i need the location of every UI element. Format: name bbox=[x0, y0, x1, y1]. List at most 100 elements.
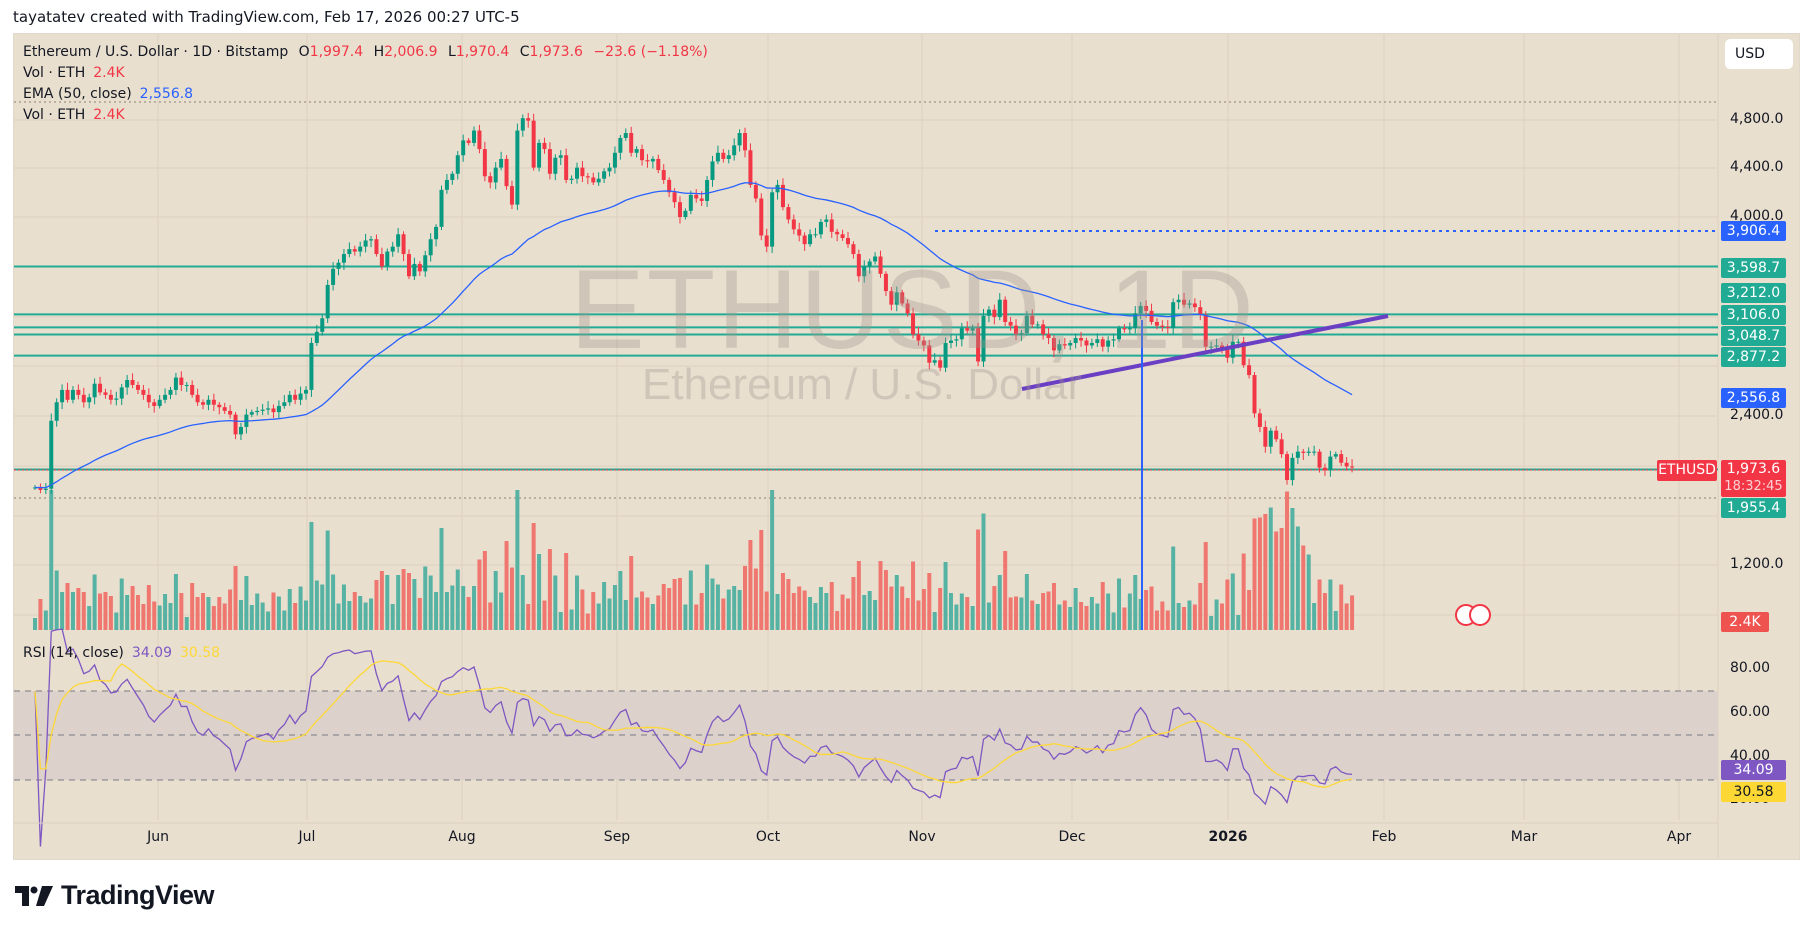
candle-body bbox=[472, 130, 477, 143]
volume-bar bbox=[1089, 597, 1094, 630]
volume-bar bbox=[645, 597, 650, 630]
candle-body bbox=[320, 318, 325, 332]
candle-body bbox=[87, 397, 92, 403]
candle-body bbox=[1263, 426, 1268, 447]
candle-body bbox=[553, 157, 558, 174]
volume-bar bbox=[341, 584, 346, 630]
candle-body bbox=[287, 394, 292, 403]
candle-body bbox=[238, 426, 243, 435]
symbol-legend[interactable]: Ethereum / U.S. Dollar · 1D · Bitstamp O… bbox=[23, 44, 708, 60]
volume-bar bbox=[1209, 616, 1214, 630]
candle-body bbox=[504, 158, 509, 187]
candle-body bbox=[1014, 325, 1019, 335]
volume-bar bbox=[385, 575, 390, 630]
candle-body bbox=[1236, 341, 1241, 343]
volume-bar bbox=[683, 604, 688, 630]
candle-body bbox=[179, 377, 184, 385]
volume-bar bbox=[244, 576, 249, 630]
candle-body bbox=[233, 414, 238, 435]
candle-body bbox=[650, 158, 655, 162]
candle-body bbox=[889, 291, 894, 305]
candle-body bbox=[1057, 344, 1062, 351]
candle-body bbox=[157, 399, 162, 406]
candle-body bbox=[293, 394, 298, 400]
candle-body bbox=[970, 328, 975, 331]
volume-bar bbox=[396, 575, 401, 630]
volume-bar bbox=[228, 589, 233, 630]
price-tick: 1,200.0 bbox=[1730, 556, 1784, 572]
volume-bar bbox=[352, 592, 357, 630]
price-level-tag: 1,955.4 bbox=[1721, 498, 1786, 518]
volume-bar bbox=[249, 605, 254, 630]
volume-bar bbox=[938, 588, 943, 630]
candle-body bbox=[390, 246, 395, 252]
ema-legend[interactable]: EMA (50, close) 2,556.8 bbox=[23, 86, 193, 102]
price-level-tag: 2,556.8 bbox=[1721, 388, 1786, 408]
candle-body bbox=[1008, 321, 1013, 326]
candle-body bbox=[1339, 454, 1344, 463]
candle-body bbox=[206, 399, 211, 405]
volume-bar bbox=[1301, 545, 1306, 630]
candle-body bbox=[130, 380, 135, 385]
volume-bar bbox=[488, 602, 493, 630]
currency-button[interactable]: USD bbox=[1725, 39, 1793, 69]
volume-bar bbox=[255, 593, 260, 630]
candle-body bbox=[791, 219, 796, 230]
watermark-ticker: ETHUSD, 1D bbox=[570, 247, 1256, 372]
volume-bar bbox=[710, 578, 715, 630]
candle-body bbox=[70, 389, 75, 400]
time-tick: Sep bbox=[603, 829, 631, 845]
volume-bar bbox=[146, 585, 151, 630]
volume-bar bbox=[1051, 583, 1056, 630]
candle-body bbox=[867, 261, 872, 267]
volume-bar bbox=[520, 575, 525, 630]
candle-body bbox=[201, 402, 206, 405]
volume-bar bbox=[894, 575, 899, 630]
rsi-value: 34.09 bbox=[131, 645, 172, 661]
volume-bar bbox=[1333, 611, 1338, 630]
tradingview-logo[interactable]: TradingView bbox=[15, 880, 215, 911]
volume-bar bbox=[575, 575, 579, 630]
candle-body bbox=[1274, 430, 1279, 440]
candle-body bbox=[108, 394, 113, 400]
volume-bar bbox=[65, 583, 70, 630]
ema-value: 2,556.8 bbox=[139, 86, 194, 102]
candle-body bbox=[1285, 454, 1290, 481]
volume-bar bbox=[564, 553, 569, 630]
volume-bar bbox=[1008, 597, 1013, 630]
candle-body bbox=[1089, 342, 1094, 346]
candle-body bbox=[596, 178, 601, 183]
candle-body bbox=[141, 389, 146, 395]
volume-value-2: 2.4K bbox=[93, 107, 125, 123]
volume-legend-2[interactable]: Vol · ETH 2.4K bbox=[23, 107, 125, 123]
rsi-legend[interactable]: RSI (14, close) 34.09 30.58 bbox=[23, 645, 220, 661]
candle-body bbox=[1122, 328, 1127, 330]
volume-bar bbox=[157, 605, 162, 630]
candle-body bbox=[146, 394, 151, 403]
volume-bar bbox=[276, 596, 281, 630]
candle-body bbox=[526, 118, 531, 121]
volume-bar bbox=[911, 561, 916, 630]
volume-bar bbox=[656, 595, 661, 630]
candle-body bbox=[1252, 375, 1257, 414]
open-value: 1,997.4 bbox=[309, 44, 364, 60]
volume-bar bbox=[163, 594, 168, 630]
candle-body bbox=[1160, 325, 1165, 327]
volume-bar bbox=[547, 549, 552, 630]
volume-bar bbox=[1127, 593, 1132, 630]
high-value: 2,006.9 bbox=[384, 44, 438, 60]
volume-bar bbox=[835, 611, 840, 630]
candle-body bbox=[672, 192, 677, 203]
candle-body bbox=[260, 409, 265, 411]
candle-body bbox=[997, 299, 1002, 318]
candle-body bbox=[1051, 338, 1056, 351]
candle-body bbox=[477, 130, 482, 150]
volume-legend[interactable]: Vol · ETH 2.4K bbox=[23, 65, 125, 81]
volume-bar bbox=[1176, 603, 1181, 630]
volume-bar bbox=[363, 602, 368, 630]
candle-body bbox=[347, 249, 352, 255]
volume-bar bbox=[1339, 584, 1344, 630]
candle-body bbox=[119, 387, 124, 399]
candle-body bbox=[976, 328, 981, 362]
